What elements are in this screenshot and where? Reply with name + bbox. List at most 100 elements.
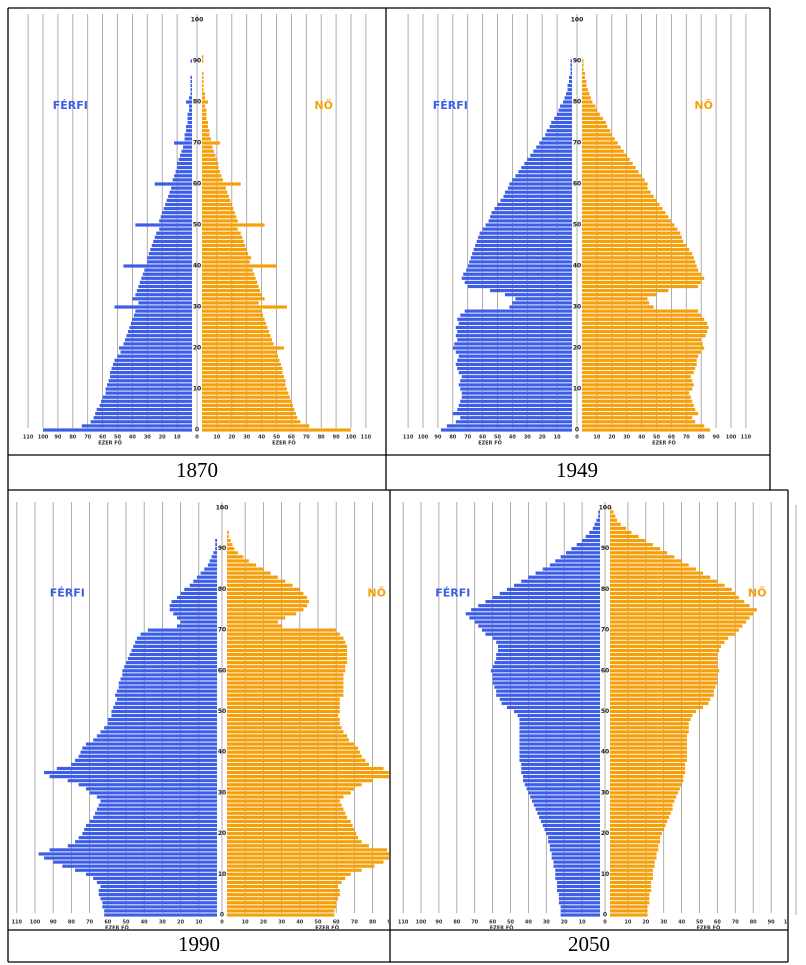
bar [227,758,366,762]
bar [227,795,344,799]
bar [122,673,217,677]
bar [202,202,232,207]
bar [202,264,277,268]
legend-label: NŐ [748,585,767,599]
bar [227,709,340,714]
bar [610,705,704,710]
bar [582,412,699,416]
bar [582,289,669,293]
bar [227,547,235,551]
bar [582,166,636,170]
bar [582,198,657,202]
x-tick-label: 40 [258,435,265,441]
bar [67,844,217,848]
bar [610,612,754,616]
bar [610,766,686,771]
x-axis-label: EZER FŐ [652,440,676,447]
bar [227,783,362,787]
caption: 1949 [556,458,598,482]
bar [542,567,600,571]
bar [496,640,600,644]
bar [202,383,286,387]
bar [582,293,657,297]
bar [582,387,693,391]
bar [110,371,192,375]
bar [202,395,290,399]
bar [98,888,217,893]
x-tick-label: 80 [318,435,325,441]
bar [78,754,218,758]
bar [227,632,340,636]
bar [490,215,572,219]
bar [202,137,211,141]
bar [582,194,654,198]
bar [563,100,572,104]
bar [457,358,572,362]
bar [227,860,384,864]
bar [227,868,362,872]
bar [104,726,217,730]
y-tick-label: 20 [573,345,581,352]
bar [174,174,192,178]
bar [539,815,600,819]
bar [202,207,234,211]
bar [560,909,600,913]
bar [589,530,600,535]
bar [202,100,208,104]
bar [492,636,600,640]
bar [202,379,286,383]
bar [582,260,696,264]
x-tick-label: 50 [494,435,501,441]
bar [93,815,217,819]
bar [44,770,217,775]
bar [159,219,192,223]
bar [512,301,572,305]
bar [610,526,627,530]
bar [582,538,600,543]
bar [120,350,192,354]
bar [610,632,736,636]
y-tick-label: 0 [195,427,199,434]
bar [100,884,217,889]
x-tick-label: 100 [30,920,41,926]
x-tick-label: 80 [750,920,757,926]
y-tick-label: 0 [603,912,607,919]
x-tick-label: 40 [509,435,516,441]
bar [202,157,217,161]
x-tick-label: 70 [351,920,358,926]
bar [183,145,192,149]
bar [457,317,572,321]
bar [491,211,572,215]
y-tick-label: 30 [601,789,609,796]
bar [202,366,283,371]
bar [115,701,217,705]
y-tick-label: 20 [601,830,609,837]
x-tick-label: 10 [593,435,600,441]
bar [492,665,600,669]
bar [113,362,192,366]
bar [75,868,217,872]
bar [202,350,277,354]
bar [85,742,218,746]
bar [610,844,659,848]
bar [610,742,687,746]
bar [564,96,572,100]
bar [549,563,600,567]
legend-label: FÉRFI [433,99,468,112]
bar [227,648,348,653]
bar [519,730,600,734]
bar [227,530,229,535]
bar [135,309,192,313]
bar [610,567,696,571]
bar [461,276,572,280]
bar [460,379,572,383]
x-axis-label: EZER FŐ [490,925,514,932]
bar [202,330,270,334]
bar [582,330,708,334]
x-tick-label: 90 [50,920,57,926]
x-tick-label: 30 [524,435,531,441]
x-tick-label: 50 [507,920,514,926]
bar [455,350,572,354]
bar [173,612,217,616]
